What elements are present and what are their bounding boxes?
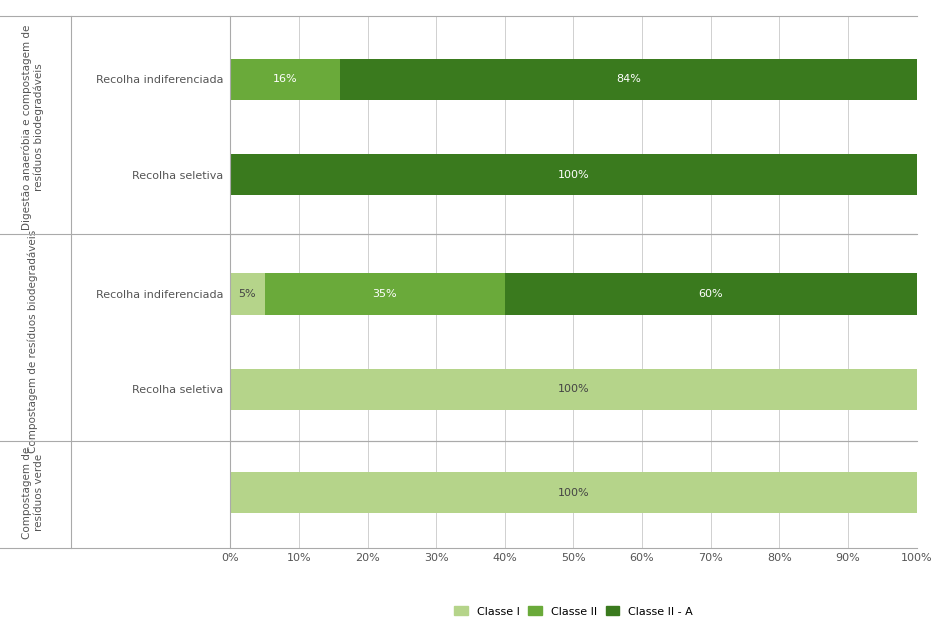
Text: 84%: 84% — [616, 74, 641, 84]
Bar — [230, 59, 340, 100]
Bar — [230, 273, 265, 315]
Text: 100%: 100% — [557, 384, 589, 394]
Text: Digestão anaeróbia e compostagem de
resíduos biodegradáveis: Digestão anaeróbia e compostagem de resí… — [22, 24, 44, 229]
Text: 5%: 5% — [239, 289, 257, 299]
Bar — [230, 472, 916, 513]
Text: 16%: 16% — [273, 74, 297, 84]
Text: 35%: 35% — [372, 289, 397, 299]
Text: Compostagem de
resíduos verde: Compostagem de resíduos verde — [23, 447, 43, 539]
Bar — [340, 59, 916, 100]
Text: Compostagem de resíduos biodegradáveis: Compostagem de resíduos biodegradáveis — [27, 230, 39, 453]
Bar — [230, 154, 916, 195]
Text: 100%: 100% — [557, 169, 589, 179]
Text: 100%: 100% — [557, 488, 589, 498]
Bar — [265, 273, 505, 315]
Legend: Classe I, Classe II, Classe II - A: Classe I, Classe II, Classe II - A — [451, 603, 696, 620]
Bar — [505, 273, 916, 315]
Text: 60%: 60% — [698, 289, 723, 299]
Bar — [230, 369, 916, 410]
